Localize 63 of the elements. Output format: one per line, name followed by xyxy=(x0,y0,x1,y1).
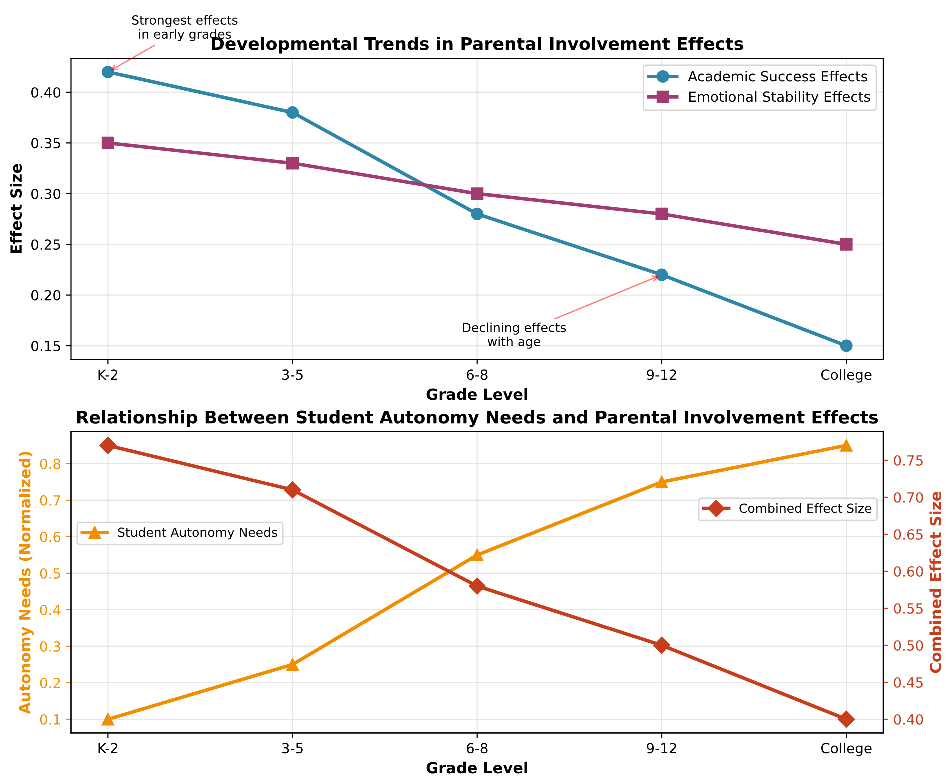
legend-label: Student Autonomy Needs xyxy=(118,528,278,540)
legend-label: Combined Effect Size xyxy=(740,503,872,514)
y2-tick-label: 0.45 xyxy=(894,677,923,688)
x-tick-label: College xyxy=(821,742,872,756)
point xyxy=(102,713,114,726)
x-tick-label: 6-8 xyxy=(467,370,488,380)
x-tick-label: 3-5 xyxy=(282,743,303,754)
x-tick-label: 3-5 xyxy=(282,370,303,380)
chart-title: Relationship Between Student Autonomy Needs and Parental Involvement Effects xyxy=(77,410,878,428)
point xyxy=(471,188,484,200)
point xyxy=(656,208,668,220)
y-tick-label: 0.4 xyxy=(40,604,61,616)
y2-tick-label: 0.75 xyxy=(894,455,923,466)
y-tick-label: 0.30 xyxy=(32,188,61,200)
point xyxy=(656,476,668,488)
point xyxy=(838,710,856,728)
point xyxy=(286,157,300,170)
point xyxy=(102,136,114,150)
point xyxy=(656,268,668,282)
y2-tick-label: 0.40 xyxy=(894,714,924,725)
point xyxy=(100,437,117,454)
y2-tick-label: 0.60 xyxy=(894,566,924,577)
x-axis-title: Grade Level xyxy=(426,762,528,774)
x-axis-title: Grade Level xyxy=(426,388,528,400)
y-tick-label: 0.5 xyxy=(40,568,60,579)
point xyxy=(840,439,853,452)
y-tick-label: 0.40 xyxy=(32,87,61,98)
y2-tick-label: 0.70 xyxy=(894,492,924,503)
x-tick-label: K-2 xyxy=(98,370,118,380)
point xyxy=(471,208,484,220)
y-tick-label: 0.20 xyxy=(32,290,61,301)
point xyxy=(653,636,671,654)
y-tick-label: 0.15 xyxy=(32,340,60,352)
y2-tick-label: 0.50 xyxy=(894,640,924,651)
y2-axis-title: Combined Effect Size xyxy=(930,492,942,674)
y-tick-label: 0.2 xyxy=(40,678,60,688)
y-axis-title: Effect Size xyxy=(10,164,22,254)
x-tick-label: 9-12 xyxy=(647,743,676,754)
point xyxy=(840,238,853,251)
x-tick-label: College xyxy=(821,369,872,383)
y-tick-label: 0.6 xyxy=(40,532,61,542)
y-tick-label: 0.35 xyxy=(32,138,60,149)
y-tick-label: 0.1 xyxy=(40,714,60,725)
y-tick-label: 0.25 xyxy=(32,240,60,250)
x-tick-label: K-2 xyxy=(98,743,118,754)
y-axis-title: Autonomy Needs (Normalized) xyxy=(18,452,34,714)
x-tick-label: 6-8 xyxy=(467,743,488,754)
annotation: Declining effects with age xyxy=(463,322,566,349)
y-tick-label: 0.8 xyxy=(40,458,61,470)
point xyxy=(286,106,300,120)
y-tick-label: 0.3 xyxy=(40,641,60,652)
y2-tick-label: 0.65 xyxy=(894,529,923,540)
x-tick-label: 9-12 xyxy=(647,370,676,380)
point xyxy=(286,658,300,671)
point xyxy=(468,578,486,595)
point xyxy=(102,66,114,78)
y2-tick-label: 0.55 xyxy=(894,603,923,614)
y-tick-label: 0.7 xyxy=(40,495,60,506)
point xyxy=(840,340,853,352)
legend-label: Academic Success Effects xyxy=(688,71,868,82)
legend-label: Emotional Stability Effects xyxy=(690,91,870,105)
point xyxy=(471,548,484,562)
point xyxy=(284,482,302,499)
